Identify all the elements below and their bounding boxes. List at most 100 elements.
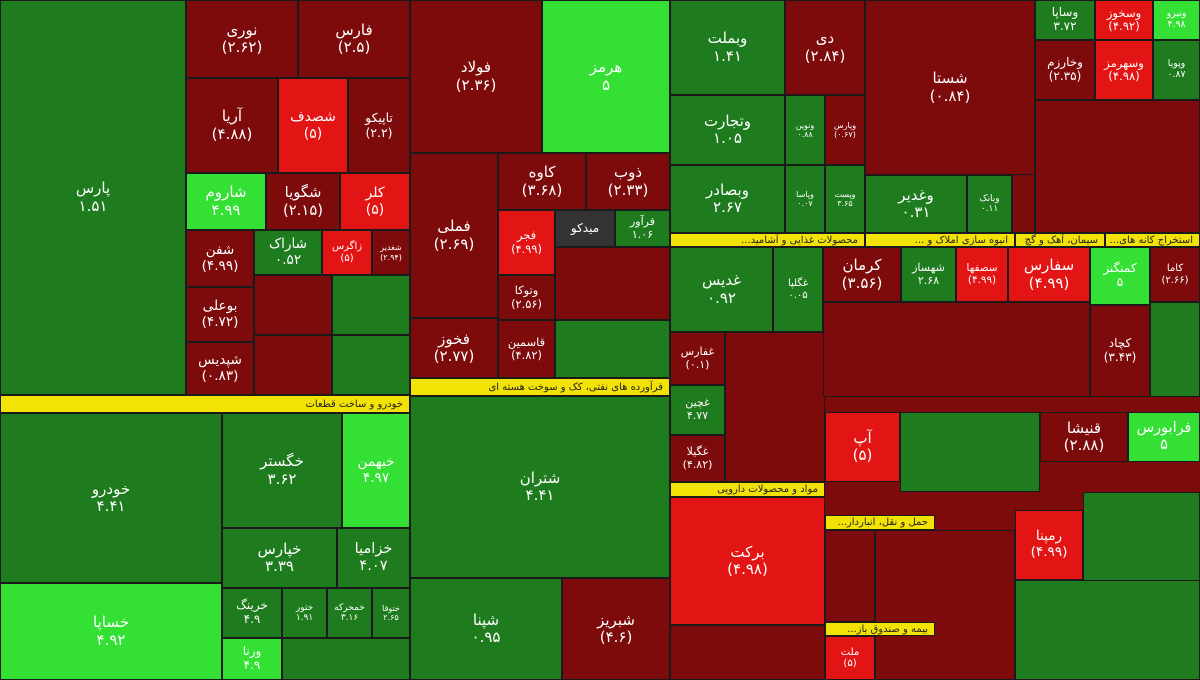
- stock-tile[interactable]: وغدیر ۰.۳۱: [865, 175, 967, 233]
- stock-tile[interactable]: دی (۲.۸۴): [785, 0, 865, 95]
- filler: [875, 530, 1015, 680]
- stock-tile[interactable]: قنیشا (۲.۸۸): [1040, 412, 1128, 462]
- stock-tile[interactable]: شغدیر (۲.۹۴): [372, 230, 410, 275]
- stock-tile[interactable]: غگیلا (۴.۸۲): [670, 435, 725, 482]
- stock-tile[interactable]: ملت (۵): [825, 636, 875, 680]
- price-change: ۳.۷۲: [1053, 19, 1077, 33]
- stock-tile[interactable]: شهساز ۲.۶۸: [901, 247, 956, 302]
- stock-tile[interactable]: شپدیس (۰.۸۳): [186, 342, 254, 395]
- stock-tile[interactable]: آپ (۵): [825, 412, 900, 482]
- stock-tile[interactable]: وتوکا (۲.۵۶): [498, 275, 555, 320]
- stock-tile[interactable]: فجر (۴.۹۹): [498, 210, 555, 275]
- stock-tile[interactable]: شتران ۴.۴۱: [410, 396, 670, 578]
- stock-tile[interactable]: کاوه (۳.۶۸): [498, 153, 586, 210]
- stock-tile[interactable]: شستا (۰.۸۴): [865, 0, 1035, 175]
- stock-tile[interactable]: وساپا ۳.۷۲: [1035, 0, 1095, 40]
- stock-tile[interactable]: شصدف (۵): [278, 78, 348, 173]
- stock-tile[interactable]: آریا (۴.۸۸): [186, 78, 278, 173]
- stock-tile[interactable]: خزامیا ۴.۰۷: [337, 528, 410, 588]
- stock-tile[interactable]: فملی (۲.۶۹): [410, 153, 498, 318]
- stock-tile[interactable]: وپارس (۰.۶۷): [825, 95, 865, 165]
- stock-tile[interactable]: شبریز (۴.۶): [562, 578, 670, 680]
- stock-tile[interactable]: میدکو: [555, 210, 615, 247]
- sector-label: فرآورده های نفتی، کک و سوخت هسته ای: [410, 378, 670, 396]
- stock-tile[interactable]: وبملت ۱.۴۱: [670, 0, 785, 95]
- ticker-name: ذوب: [613, 163, 643, 182]
- stock-tile[interactable]: فرابورس ۵: [1128, 412, 1200, 462]
- stock-tile[interactable]: خمحرکه ۳.۱۶: [327, 588, 372, 638]
- stock-tile[interactable]: غگلپا ۰.۰۵: [773, 247, 823, 332]
- stock-tile[interactable]: کمنگنز ۵: [1090, 247, 1150, 305]
- price-change: (۲.۳۶): [455, 75, 497, 94]
- stock-tile[interactable]: خودرو ۴.۴۱: [0, 413, 222, 583]
- price-change: (۵): [365, 201, 385, 218]
- stock-tile[interactable]: وخارزم (۲.۳۵): [1035, 40, 1095, 100]
- stock-tile[interactable]: تاپیکو (۲.۲): [348, 78, 410, 173]
- stock-tile[interactable]: رمپنا (۴.۹۹): [1015, 510, 1083, 580]
- stock-tile[interactable]: برکت (۴.۹۸): [670, 497, 825, 625]
- stock-tile[interactable]: وپویا ۰.۸۷: [1153, 40, 1200, 100]
- stock-tile[interactable]: ختور ۱.۹۱: [282, 588, 327, 638]
- stock-tile[interactable]: وسخوز (۴.۹۲): [1095, 0, 1153, 40]
- ticker-name: ملت: [840, 646, 860, 658]
- stock-tile[interactable]: وپست ۳.۶۵: [825, 165, 865, 233]
- price-change: (۵): [843, 658, 857, 669]
- price-change: ۴.۹: [243, 612, 261, 626]
- filler: [1015, 580, 1200, 680]
- stock-tile[interactable]: شگویا (۲.۱۵): [266, 173, 340, 230]
- stock-tile[interactable]: کاما (۲.۶۶): [1150, 247, 1200, 302]
- price-change: (۴.۹۸): [727, 560, 768, 578]
- stock-tile[interactable]: غچین ۴.۷۷: [670, 385, 725, 435]
- stock-tile[interactable]: سصفها (۴.۹۹): [956, 247, 1008, 302]
- price-change: ۲.۶۷: [713, 198, 742, 216]
- ticker-name: شفن: [205, 241, 235, 258]
- stock-tile[interactable]: خگستر ۳.۶۲: [222, 413, 342, 528]
- stock-tile[interactable]: غفارس (۰.۱): [670, 332, 725, 385]
- stock-tile[interactable]: شفن (۴.۹۹): [186, 230, 254, 287]
- stock-tile[interactable]: شاروم ۴.۹۹: [186, 173, 266, 230]
- ticker-name: غفارس: [680, 344, 715, 358]
- price-change: ۴.۴۱: [525, 486, 555, 504]
- price-change: ۰.۵۲: [274, 251, 302, 268]
- stock-tile[interactable]: پارس ۱.۵۱: [0, 0, 186, 395]
- stock-tile[interactable]: کچاد (۳.۴۳): [1090, 305, 1150, 397]
- stock-tile[interactable]: زاگرس (۵): [322, 230, 372, 275]
- stock-tile[interactable]: ختوقا ۲.۶۵: [372, 588, 410, 638]
- stock-tile[interactable]: وبانک ۰.۱۱: [967, 175, 1012, 233]
- stock-tile[interactable]: قاسمین (۴.۸۲): [498, 320, 555, 378]
- stock-tile[interactable]: سفارس (۴.۹۹): [1008, 247, 1090, 302]
- ticker-name: کرمان: [842, 256, 882, 275]
- stock-tile[interactable]: نوری (۲.۶۲): [186, 0, 298, 78]
- stock-tile[interactable]: ذوب (۲.۳۳): [586, 153, 670, 210]
- price-change: (۴.۸۸): [211, 124, 253, 143]
- stock-tile[interactable]: ونیرو ۴.۹۸: [1153, 0, 1200, 40]
- ticker-name: وبصادر: [706, 180, 749, 199]
- ticker-name: فولاد: [460, 58, 492, 77]
- stock-tile[interactable]: خپارس ۳.۳۹: [222, 528, 337, 588]
- stock-tile[interactable]: غدیس ۰.۹۲: [670, 247, 773, 332]
- stock-tile[interactable]: شپنا ۰.۹۵: [410, 578, 562, 680]
- stock-tile[interactable]: ونوین ۰.۸۸: [785, 95, 825, 165]
- stock-tile[interactable]: خساپا ۴.۹۲: [0, 583, 222, 680]
- stock-tile[interactable]: خرینگ ۴.۹: [222, 588, 282, 638]
- price-change: (۲.۸۴): [804, 46, 846, 65]
- ticker-name: کاما: [1166, 263, 1184, 274]
- stock-tile[interactable]: خبهمن ۴.۹۷: [342, 413, 410, 528]
- stock-tile[interactable]: وپاسا ۰.۰۷: [785, 165, 825, 233]
- stock-tile[interactable]: وتجارت ۱.۰۵: [670, 95, 785, 165]
- stock-tile[interactable]: فارس (۲.۵): [298, 0, 410, 78]
- stock-tile[interactable]: فخوز (۲.۷۷): [410, 318, 498, 378]
- stock-tile[interactable]: بوعلی (۴.۷۲): [186, 287, 254, 342]
- price-change: ۱.۰۵: [713, 129, 742, 147]
- stock-tile[interactable]: وسهرمز (۴.۹۸): [1095, 40, 1153, 100]
- stock-tile[interactable]: شاراک ۰.۵۲: [254, 230, 322, 275]
- stock-tile[interactable]: فولاد (۲.۳۶): [410, 0, 542, 153]
- stock-tile[interactable]: هرمز ۵: [542, 0, 670, 153]
- stock-tile[interactable]: کرمان (۳.۵۶): [823, 247, 901, 302]
- price-change: (۲.۵): [337, 38, 371, 56]
- stock-tile[interactable]: کلر (۵): [340, 173, 410, 230]
- stock-tile[interactable]: ورنا ۴.۹: [222, 638, 282, 680]
- stock-tile[interactable]: فرآور ۱.۰۶: [615, 210, 670, 247]
- stock-tile[interactable]: وبصادر ۲.۶۷: [670, 165, 785, 233]
